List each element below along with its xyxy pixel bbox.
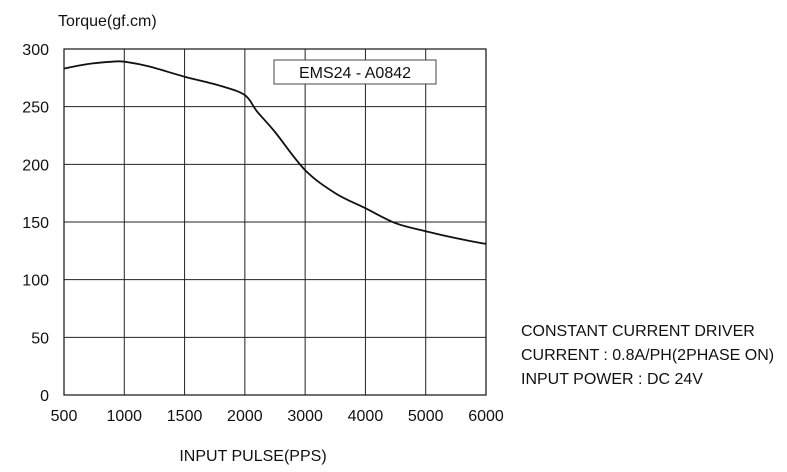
x-tick-label: 1000 bbox=[106, 408, 142, 425]
x-tick-label: 3000 bbox=[287, 408, 323, 425]
x-tick-label: 2000 bbox=[227, 408, 263, 425]
y-tick-label: 50 bbox=[31, 330, 49, 347]
x-tick-label: 5000 bbox=[408, 408, 444, 425]
note-power: INPUT POWER : DC 24V bbox=[521, 371, 703, 388]
y-tick-label: 100 bbox=[22, 273, 49, 290]
y-tick-label: 300 bbox=[22, 42, 49, 59]
y-tick-label: 0 bbox=[40, 388, 49, 405]
legend-box bbox=[273, 59, 437, 85]
driver-notes: CONSTANT CURRENT DRIVER CURRENT : 0.8A/P… bbox=[521, 320, 774, 392]
series-line bbox=[63, 60, 487, 245]
x-tick-label: 500 bbox=[51, 408, 78, 425]
y-tick-label: 250 bbox=[22, 100, 49, 117]
note-current: CURRENT : 0.8A/PH(2PHASE ON) bbox=[521, 347, 775, 364]
x-tick-labels: 500 1000 1500 2000 3000 4000 5000 6000 bbox=[51, 408, 504, 425]
y-tick-label: 200 bbox=[22, 157, 49, 174]
y-tick-labels: 0 50 100 150 200 250 300 bbox=[22, 42, 49, 405]
y-tick-label: 150 bbox=[22, 215, 49, 232]
legend-label: EMS24 - A0842 bbox=[299, 65, 411, 82]
y-axis-label: Torque(gf.cm) bbox=[58, 13, 157, 30]
x-tick-label: 6000 bbox=[468, 408, 504, 425]
legend: EMS24 - A0842 bbox=[273, 59, 437, 85]
x-axis-label: INPUT PULSE(PPS) bbox=[179, 448, 326, 465]
x-tick-label: 1500 bbox=[167, 408, 203, 425]
x-tick-label: 4000 bbox=[348, 408, 384, 425]
note-driver: CONSTANT CURRENT DRIVER bbox=[521, 323, 755, 340]
grid-lines bbox=[64, 49, 486, 395]
plot-frame bbox=[63, 48, 487, 396]
